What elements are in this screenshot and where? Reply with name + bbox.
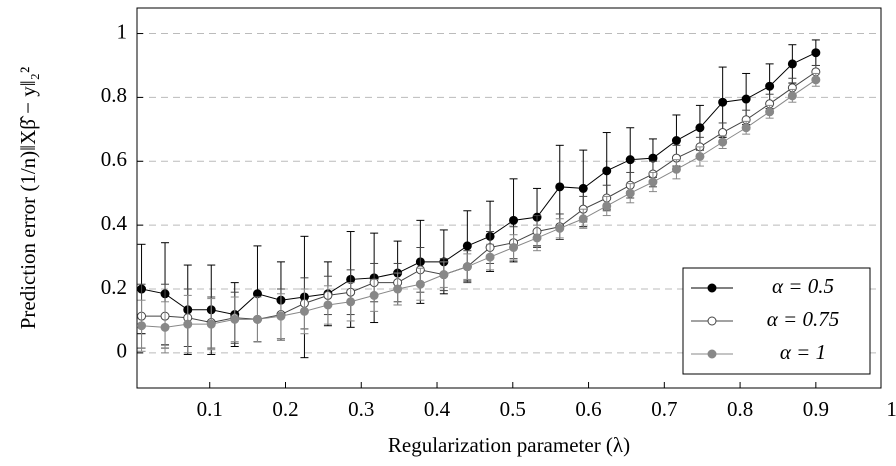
point bbox=[578, 214, 588, 224]
legend-marker bbox=[707, 349, 717, 359]
point bbox=[765, 81, 775, 91]
x-tick-label: 0.2 bbox=[272, 397, 298, 421]
point bbox=[718, 137, 728, 147]
x-tick-label: 0.7 bbox=[651, 397, 677, 421]
plot-frame bbox=[136, 7, 882, 389]
point bbox=[555, 223, 565, 233]
x-tick-label: 0.6 bbox=[575, 397, 601, 421]
point bbox=[206, 319, 216, 329]
y-tick-label: 0.8 bbox=[101, 83, 127, 107]
legend-marker bbox=[707, 283, 717, 293]
point bbox=[671, 136, 681, 146]
point bbox=[183, 319, 193, 329]
point bbox=[369, 290, 379, 300]
point bbox=[625, 188, 635, 198]
x-axis-label: Regularization parameter (λ) bbox=[388, 433, 630, 457]
point bbox=[695, 123, 705, 133]
point bbox=[787, 59, 797, 69]
point bbox=[415, 279, 425, 289]
point bbox=[393, 284, 403, 294]
point bbox=[811, 48, 821, 58]
x-tick-label: 0.4 bbox=[424, 397, 451, 421]
point bbox=[299, 306, 309, 316]
point bbox=[741, 94, 751, 104]
point bbox=[439, 270, 449, 280]
point bbox=[160, 322, 170, 332]
point bbox=[252, 314, 262, 324]
point bbox=[555, 182, 565, 192]
point bbox=[346, 297, 356, 307]
point bbox=[578, 183, 588, 193]
point bbox=[765, 107, 775, 117]
point bbox=[509, 215, 519, 225]
point bbox=[648, 177, 658, 187]
point bbox=[602, 166, 612, 176]
point bbox=[509, 242, 519, 252]
y-tick-label: 0.4 bbox=[101, 211, 128, 235]
x-tick-label: 0.1 bbox=[197, 397, 223, 421]
point bbox=[718, 97, 728, 107]
point bbox=[671, 164, 681, 174]
point bbox=[695, 151, 705, 161]
x-tick-label: 1 bbox=[886, 397, 896, 421]
point bbox=[276, 311, 286, 321]
x-tick-label: 0.5 bbox=[500, 397, 526, 421]
x-tick-label: 0.3 bbox=[348, 397, 374, 421]
y-tick-label: 0 bbox=[117, 339, 128, 363]
point bbox=[485, 252, 495, 262]
point bbox=[462, 262, 472, 272]
y-tick-label: 0.6 bbox=[101, 147, 127, 171]
point bbox=[462, 241, 472, 251]
legend-label: α = 1 bbox=[780, 340, 826, 364]
point bbox=[625, 155, 635, 165]
y-axis-label: Prediction error (1/n)‖Xβ̂ − y‖₂² bbox=[16, 67, 40, 330]
y-tick-label: 0.2 bbox=[101, 275, 127, 299]
point bbox=[137, 321, 147, 331]
point bbox=[811, 75, 821, 85]
point bbox=[741, 123, 751, 133]
x-tick-label: 0.9 bbox=[803, 397, 829, 421]
y-tick-label: 1 bbox=[117, 19, 128, 43]
point bbox=[323, 300, 333, 310]
point bbox=[230, 314, 240, 324]
point bbox=[532, 233, 542, 243]
legend-marker bbox=[707, 316, 717, 326]
legend-label: α = 0.75 bbox=[767, 307, 839, 331]
x-tick-label: 0.8 bbox=[727, 397, 753, 421]
point bbox=[787, 91, 797, 101]
legend-label: α = 0.5 bbox=[772, 274, 834, 298]
point bbox=[602, 201, 612, 211]
